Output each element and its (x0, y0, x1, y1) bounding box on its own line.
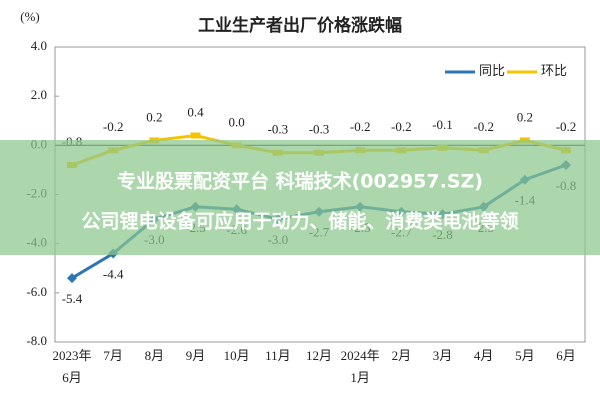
x-tick-label: 2月 (392, 348, 412, 363)
value-label: -5.4 (62, 291, 83, 306)
value-label: -0.3 (268, 122, 289, 137)
value-label: -0.2 (350, 119, 371, 134)
x-tick-label: 2024年 1月 (341, 348, 380, 385)
x-tick-label: 6月 (556, 348, 576, 363)
x-tick-label: 12月 (306, 348, 332, 363)
value-label: 0.0 (229, 114, 245, 129)
value-label: 0.4 (187, 104, 204, 119)
value-label: -0.3 (309, 122, 330, 137)
banner (0, 140, 600, 255)
x-tick-label: 5月 (515, 348, 535, 363)
chart-title: 工业生产者出厂价格涨跌幅 (198, 15, 402, 36)
value-label: 0.2 (146, 109, 162, 124)
legend-label: 同比 (479, 63, 505, 78)
x-tick-label: 11月 (265, 348, 291, 363)
value-label: -0.1 (432, 117, 453, 132)
x-tick-label: 2023年 6月 (52, 348, 91, 385)
point (67, 273, 77, 284)
y-tick-label: 4.0 (31, 38, 47, 53)
y-unit: (%) (20, 9, 40, 24)
y-tick-label: -6.0 (26, 284, 47, 299)
legend-label: 环比 (541, 63, 567, 78)
value-label: -0.2 (391, 119, 412, 134)
x-tick-label: 3月 (433, 348, 453, 363)
point (190, 132, 201, 139)
value-label: 0.2 (517, 109, 533, 124)
value-label: -4.4 (103, 266, 124, 281)
y-tick-label: 2.0 (31, 87, 47, 102)
value-label: -0.2 (103, 119, 124, 134)
x-tick-label: 7月 (103, 348, 123, 363)
banner-line: 公司锂电设备可应用于动力、储能、消费类电池等领 (81, 210, 518, 233)
x-tick-label: 9月 (186, 348, 206, 363)
x-tick-label: 10月 (224, 348, 250, 363)
value-label: -0.2 (556, 119, 577, 134)
y-tick-label: -8.0 (26, 333, 47, 348)
banner-line: 专业股票配资平台 科瑞技术(002957.SZ) (117, 170, 483, 193)
x-tick-label: 8月 (145, 348, 165, 363)
value-label: -0.2 (473, 119, 494, 134)
x-tick-label: 4月 (474, 348, 494, 363)
